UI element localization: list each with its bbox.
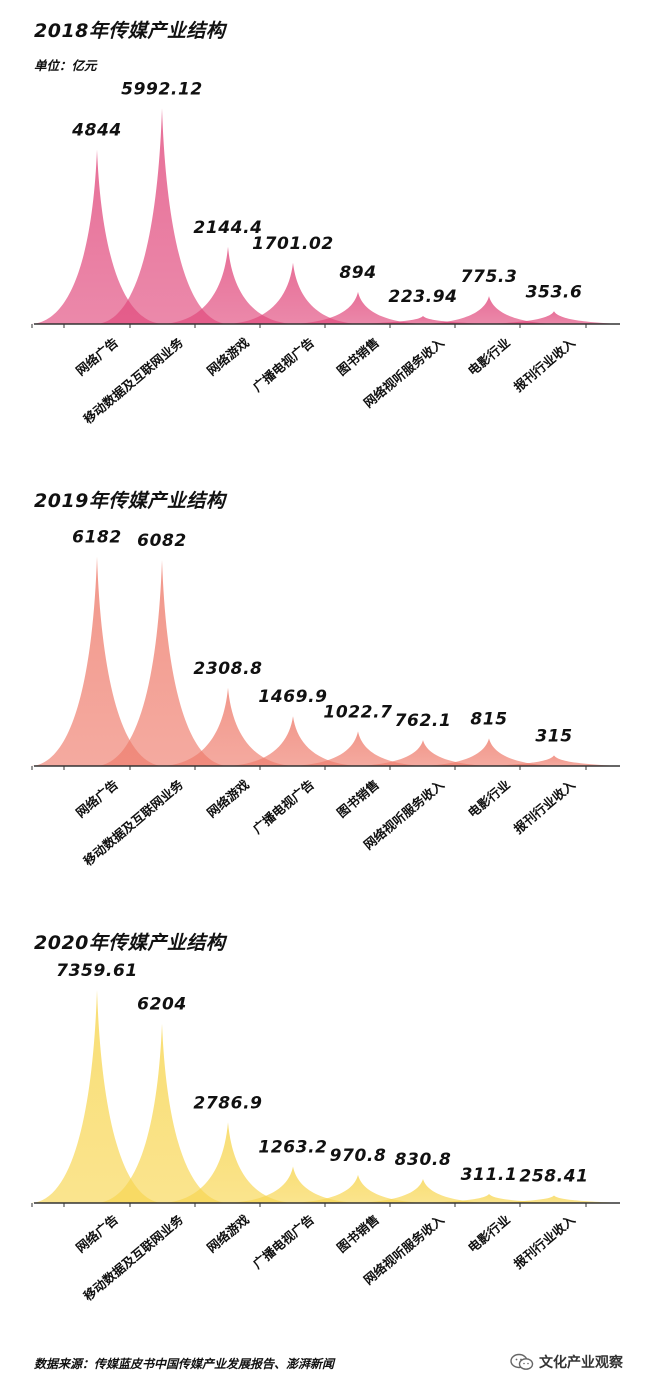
category-label-0: 网络广告 (73, 776, 121, 820)
category-label-3: 广播电视广告 (250, 776, 317, 836)
chart-title: 2018年传媒产业结构 (34, 20, 226, 42)
peak-0 (31, 556, 163, 766)
peak-1 (96, 108, 228, 324)
peak-7 (488, 1195, 620, 1203)
peak-1 (96, 559, 228, 766)
data-source-note: 数据来源：传媒蓝皮书中国传媒产业发展报告、澎湃新闻 (34, 1357, 335, 1371)
value-label-2: 2144.4 (193, 218, 262, 238)
category-label-4: 图书销售 (334, 777, 382, 821)
peak-0 (31, 149, 163, 324)
peak-0 (31, 990, 163, 1203)
category-label-6: 电影行业 (465, 1211, 513, 1255)
value-label-2: 2786.9 (193, 1093, 262, 1113)
category-label-4: 图书销售 (334, 335, 382, 379)
value-label-4: 894 (339, 263, 376, 283)
chart-panel-2020: 2020年传媒产业结构 (0, 920, 660, 1350)
category-label-3: 广播电视广告 (250, 1211, 317, 1271)
chart-panel-2019: 2019年传媒产业结构 (0, 470, 660, 920)
value-label-6: 815 (470, 709, 507, 729)
peak-2 (162, 1122, 294, 1203)
unit-label: 单位：亿元 (34, 58, 97, 73)
value-label-7: 315 (535, 726, 572, 746)
category-label-3: 广播电视广告 (250, 334, 317, 394)
brand-name: 文化产业观察 (539, 1355, 623, 1371)
category-label-6: 电影行业 (465, 776, 513, 820)
value-label-3: 1701.02 (252, 234, 334, 254)
category-label-2: 网络游戏 (204, 1211, 252, 1255)
chart-2: 7359.61 6204 2786.9 1263.2 970.8 830.8 311.1 25… (31, 961, 620, 1304)
brand-watermark: 文化产业观察 (510, 1352, 623, 1372)
value-label-0: 7359.61 (56, 961, 138, 981)
chart-panel-2018: 2018年传媒产业结构 单位：亿元 (0, 0, 660, 470)
chart-title: 2019年传媒产业结构 (34, 490, 226, 512)
peak-1 (96, 1023, 228, 1203)
value-label-7: 258.41 (519, 1167, 588, 1187)
peak-6 (423, 296, 555, 324)
category-label-4: 图书销售 (334, 1212, 382, 1256)
peak-4 (292, 731, 424, 766)
value-label-4: 970.8 (330, 1146, 387, 1166)
category-label-7: 报刊行业收入 (511, 334, 578, 394)
category-label-7: 报刊行业收入 (511, 776, 578, 836)
category-label-0: 网络广告 (73, 334, 121, 378)
peak-5 (357, 315, 489, 324)
peak-4 (292, 1174, 424, 1203)
value-label-5: 762.1 (395, 711, 452, 731)
value-label-0: 4844 (71, 121, 122, 141)
value-label-1: 5992.12 (121, 79, 203, 99)
value-label-5: 830.8 (395, 1150, 452, 1170)
chart-title: 2020年传媒产业结构 (34, 932, 226, 954)
value-label-1: 6204 (137, 995, 187, 1015)
peak-7 (488, 755, 620, 766)
value-label-6: 775.3 (461, 267, 518, 287)
peak-5 (357, 740, 489, 766)
peak-2 (162, 246, 294, 324)
value-label-3: 1263.2 (258, 1137, 327, 1157)
category-label-0: 网络广告 (73, 1211, 121, 1255)
peak-3 (227, 262, 359, 324)
value-label-6: 311.1 (461, 1165, 518, 1185)
category-label-7: 报刊行业收入 (511, 1211, 578, 1271)
value-label-3: 1469.9 (258, 687, 327, 707)
peak-6 (423, 1194, 555, 1203)
peak-3 (227, 1166, 359, 1203)
peak-5 (357, 1178, 489, 1203)
peak-7 (488, 311, 620, 324)
category-label-6: 电影行业 (465, 334, 513, 378)
peak-4 (292, 291, 424, 324)
value-label-1: 6082 (137, 531, 187, 551)
value-label-0: 6182 (72, 528, 122, 548)
value-label-7: 353.6 (526, 282, 583, 302)
value-label-2: 2308.8 (193, 659, 262, 679)
value-label-5: 223.94 (388, 287, 457, 307)
wechat-icon (510, 1353, 534, 1370)
peak-3 (227, 716, 359, 766)
peak-2 (162, 687, 294, 766)
peak-6 (423, 738, 555, 766)
category-label-2: 网络游戏 (204, 334, 252, 378)
value-label-4: 1022.7 (323, 702, 392, 722)
category-label-2: 网络游戏 (204, 776, 252, 820)
